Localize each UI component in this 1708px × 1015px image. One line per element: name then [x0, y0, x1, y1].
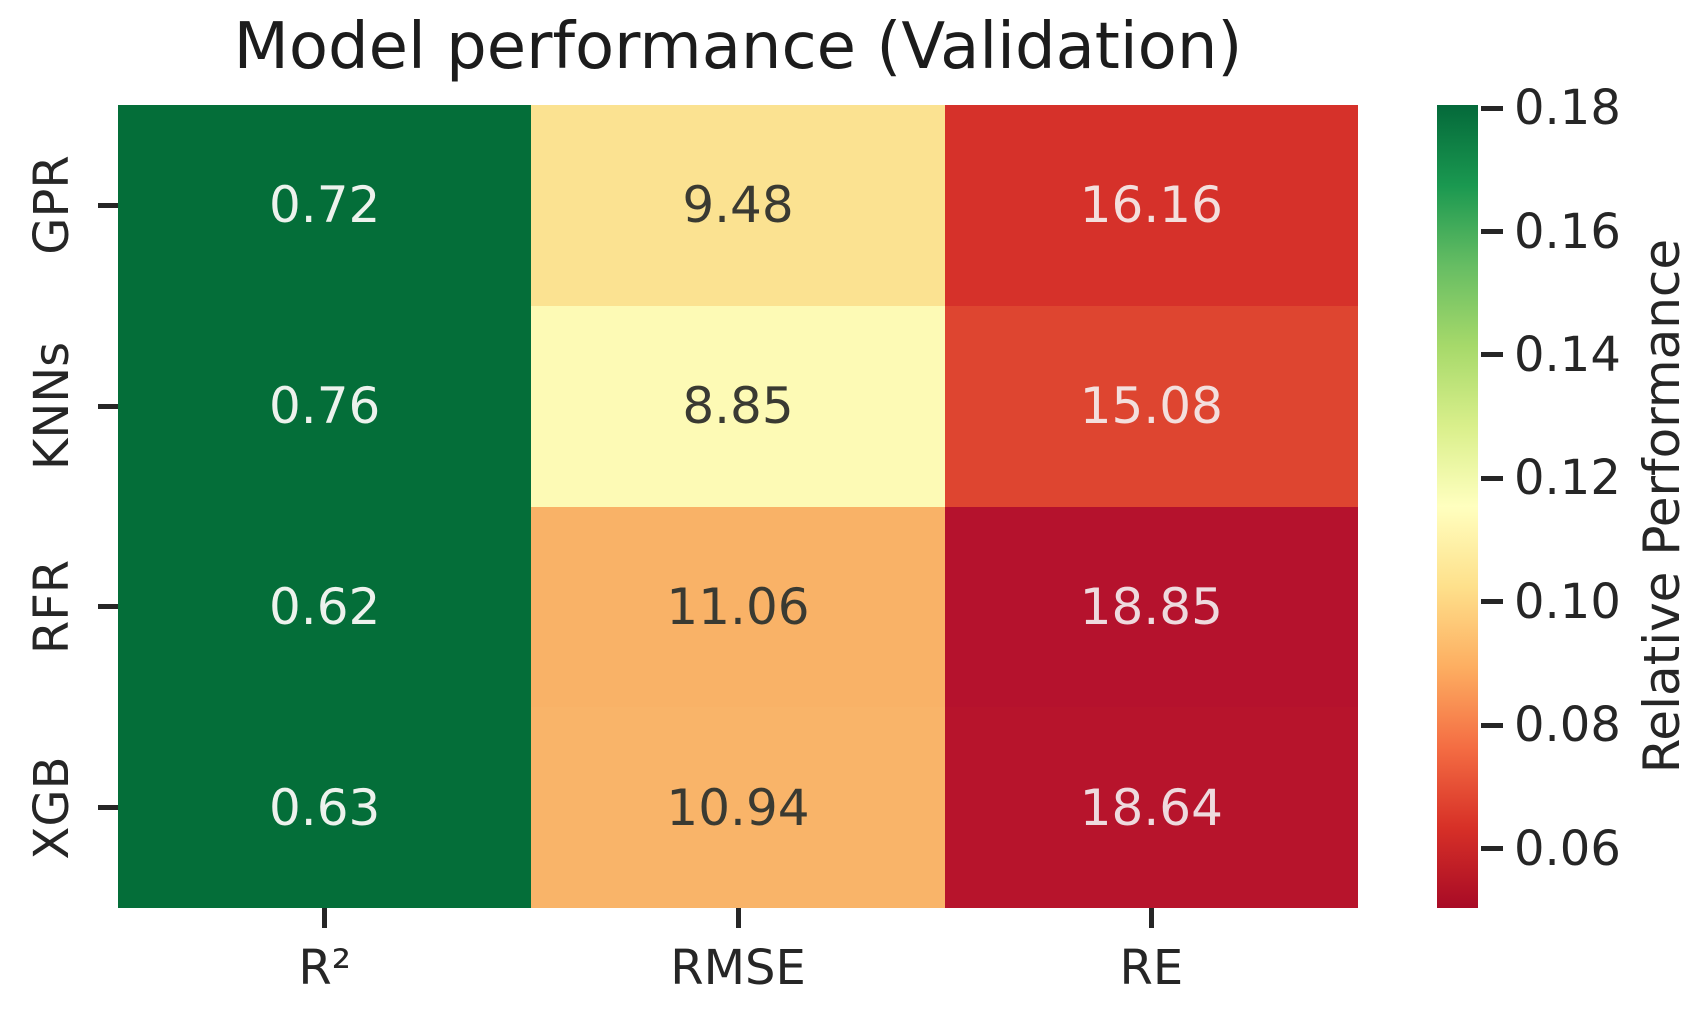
- colorbar-tick-mark: [1481, 105, 1503, 111]
- colorbar-tick-label-0.16: 0.16: [1514, 203, 1621, 260]
- heatmap-cell-GPR-0: 0.72: [118, 105, 532, 306]
- cell-value: 8.85: [682, 377, 794, 436]
- y-tick-mark: [98, 202, 118, 208]
- heatmap-cell-KNNs-1: 8.85: [531, 305, 945, 507]
- heatmap-cell-GPR-1: 9.48: [531, 105, 945, 306]
- y-tick-mark: [98, 604, 118, 610]
- colorbar-tick-label-0.06: 0.06: [1514, 820, 1621, 877]
- colorbar-tick-mark: [1481, 599, 1503, 605]
- colorbar-gradient: [1437, 105, 1478, 908]
- heatmap-cell-XGB-2: 18.64: [944, 707, 1358, 908]
- heatmap-cell-XGB-1: 10.94: [531, 707, 945, 908]
- cell-value: 0.62: [269, 577, 381, 636]
- cell-value: 11.06: [666, 577, 810, 636]
- colorbar-tick-label-0.14: 0.14: [1514, 326, 1621, 383]
- cell-value: 15.08: [1079, 377, 1223, 436]
- x-tick-label-1: RMSE: [670, 940, 806, 996]
- cell-value: 18.64: [1079, 778, 1223, 837]
- y-tick-label-RFR: RFR: [24, 559, 80, 655]
- heatmap-cell-RFR-1: 11.06: [531, 506, 945, 708]
- colorbar-tick-label-0.12: 0.12: [1514, 450, 1621, 507]
- cell-value: 0.72: [269, 176, 381, 235]
- cell-value: 0.63: [269, 778, 381, 837]
- colorbar-tick-label-0.10: 0.10: [1514, 573, 1621, 630]
- y-tick-label-KNNs: KNNs: [24, 341, 80, 471]
- colorbar-tick-mark: [1481, 846, 1503, 852]
- cell-value: 18.85: [1079, 577, 1223, 636]
- heatmap-cell-RFR-0: 0.62: [118, 506, 532, 708]
- heatmap-cell-KNNs-2: 15.08: [944, 305, 1358, 507]
- x-tick-label-0: R²: [298, 940, 351, 996]
- heatmap-grid: 0.72 9.48 16.16 0.76 8.85 15.08 0.62 11.06 18.85…: [118, 105, 1358, 908]
- y-tick-mark: [98, 403, 118, 409]
- chart-title: Model performance (Validation): [233, 10, 1243, 84]
- y-tick-label-GPR: GPR: [24, 155, 80, 256]
- cell-value: 0.76: [269, 377, 381, 436]
- y-tick-label-XGB: XGB: [24, 756, 80, 860]
- colorbar-tick-mark: [1481, 352, 1503, 358]
- cell-value: 9.48: [682, 176, 794, 235]
- heatmap-cell-GPR-2: 16.16: [944, 105, 1358, 306]
- x-tick-mark: [1148, 908, 1154, 928]
- colorbar-tick-mark: [1481, 722, 1503, 728]
- heatmap-cell-RFR-2: 18.85: [944, 506, 1358, 708]
- colorbar-tick-mark: [1481, 229, 1503, 235]
- y-tick-mark: [98, 805, 118, 811]
- cell-value: 10.94: [666, 778, 810, 837]
- heatmap-cell-XGB-0: 0.63: [118, 707, 532, 908]
- x-tick-label-2: RE: [1119, 940, 1184, 996]
- x-tick-mark: [322, 908, 328, 928]
- colorbar-axis-label: Relative Performance: [1633, 238, 1691, 774]
- x-tick-mark: [735, 908, 741, 928]
- colorbar-tick-label-0.18: 0.18: [1514, 80, 1621, 137]
- heatmap-cell-KNNs-0: 0.76: [118, 305, 532, 507]
- cell-value: 16.16: [1079, 176, 1223, 235]
- colorbar-tick-label-0.08: 0.08: [1514, 697, 1621, 754]
- colorbar-tick-mark: [1481, 475, 1503, 481]
